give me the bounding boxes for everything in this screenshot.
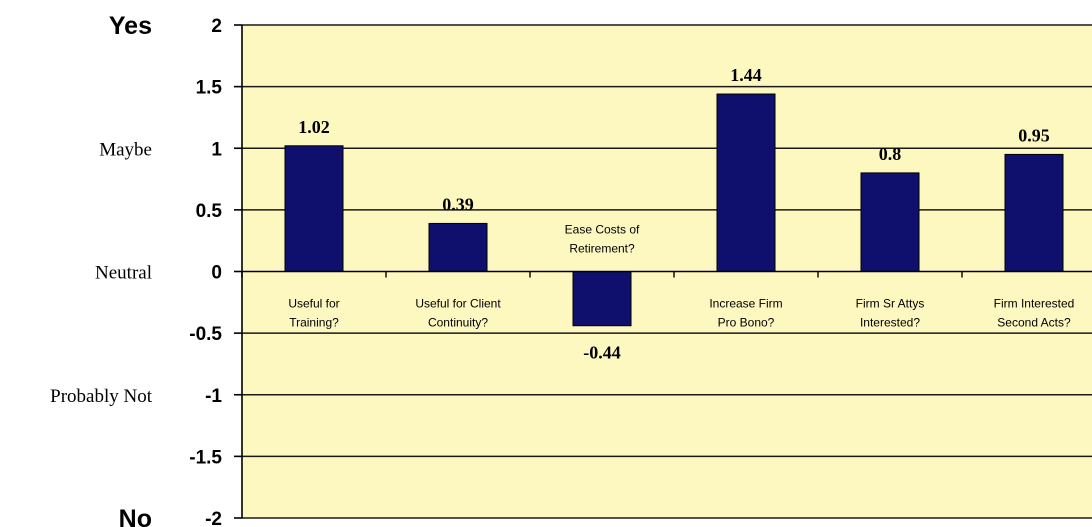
category-label: Useful for bbox=[288, 297, 339, 311]
data-label: 1.02 bbox=[298, 117, 330, 137]
data-label: 0.8 bbox=[879, 144, 902, 164]
response-scale-labels: Yes Maybe Neutral Probably Not No bbox=[50, 12, 153, 527]
category-label: Pro Bono? bbox=[718, 316, 775, 330]
y-tick-label: 2 bbox=[211, 16, 222, 37]
category-label: Firm Sr Attys bbox=[856, 297, 925, 311]
gridlines bbox=[242, 24, 1092, 519]
y-tick-label: 0 bbox=[211, 263, 222, 284]
category-label: Firm Interested bbox=[994, 297, 1075, 311]
bar bbox=[860, 172, 920, 272]
data-label: 0.39 bbox=[442, 194, 474, 214]
data-label: 0.95 bbox=[1018, 125, 1050, 145]
y-tick-labels: 2 1.5 1 0.5 0 -0.5 -1 -1.5 -2 bbox=[189, 16, 222, 527]
bar bbox=[428, 222, 488, 272]
category-label: Increase Firm bbox=[709, 297, 782, 311]
bar bbox=[284, 145, 344, 272]
axes bbox=[234, 24, 1092, 519]
y-tick-label: -2 bbox=[205, 509, 222, 527]
data-label: 1.44 bbox=[730, 65, 762, 85]
y-tick-label: 0.5 bbox=[196, 201, 223, 222]
y-tick-label: -1 bbox=[205, 386, 222, 407]
y-tick-label: 1 bbox=[211, 139, 222, 160]
category-labels: Useful for Training? Useful for Client Cont… bbox=[288, 223, 1074, 330]
category-label: Useful for Client bbox=[415, 297, 501, 311]
bar bbox=[1004, 153, 1064, 273]
bar bbox=[716, 93, 776, 272]
category-label: Retirement? bbox=[569, 242, 635, 256]
y-tick-label: 1.5 bbox=[196, 78, 223, 99]
category-label: Continuity? bbox=[428, 316, 488, 330]
y-tick-label: -1.5 bbox=[189, 447, 222, 468]
category-label: Ease Costs of bbox=[565, 223, 640, 237]
category-label: Training? bbox=[289, 316, 339, 330]
bars bbox=[284, 93, 1064, 327]
bar bbox=[572, 271, 632, 327]
scale-label: Yes bbox=[109, 12, 152, 40]
category-label: Second Acts? bbox=[997, 316, 1071, 330]
scale-label: Probably Not bbox=[50, 386, 153, 407]
scale-label: Maybe bbox=[99, 139, 152, 160]
data-label: -0.44 bbox=[583, 343, 621, 363]
y-tick-label: -0.5 bbox=[189, 324, 222, 345]
category-label: Interested? bbox=[860, 316, 920, 330]
data-labels: 1.02 0.39 -0.44 1.44 0.8 0.95 bbox=[298, 65, 1050, 363]
scale-label: No bbox=[119, 505, 152, 527]
scale-label: Neutral bbox=[95, 263, 152, 284]
